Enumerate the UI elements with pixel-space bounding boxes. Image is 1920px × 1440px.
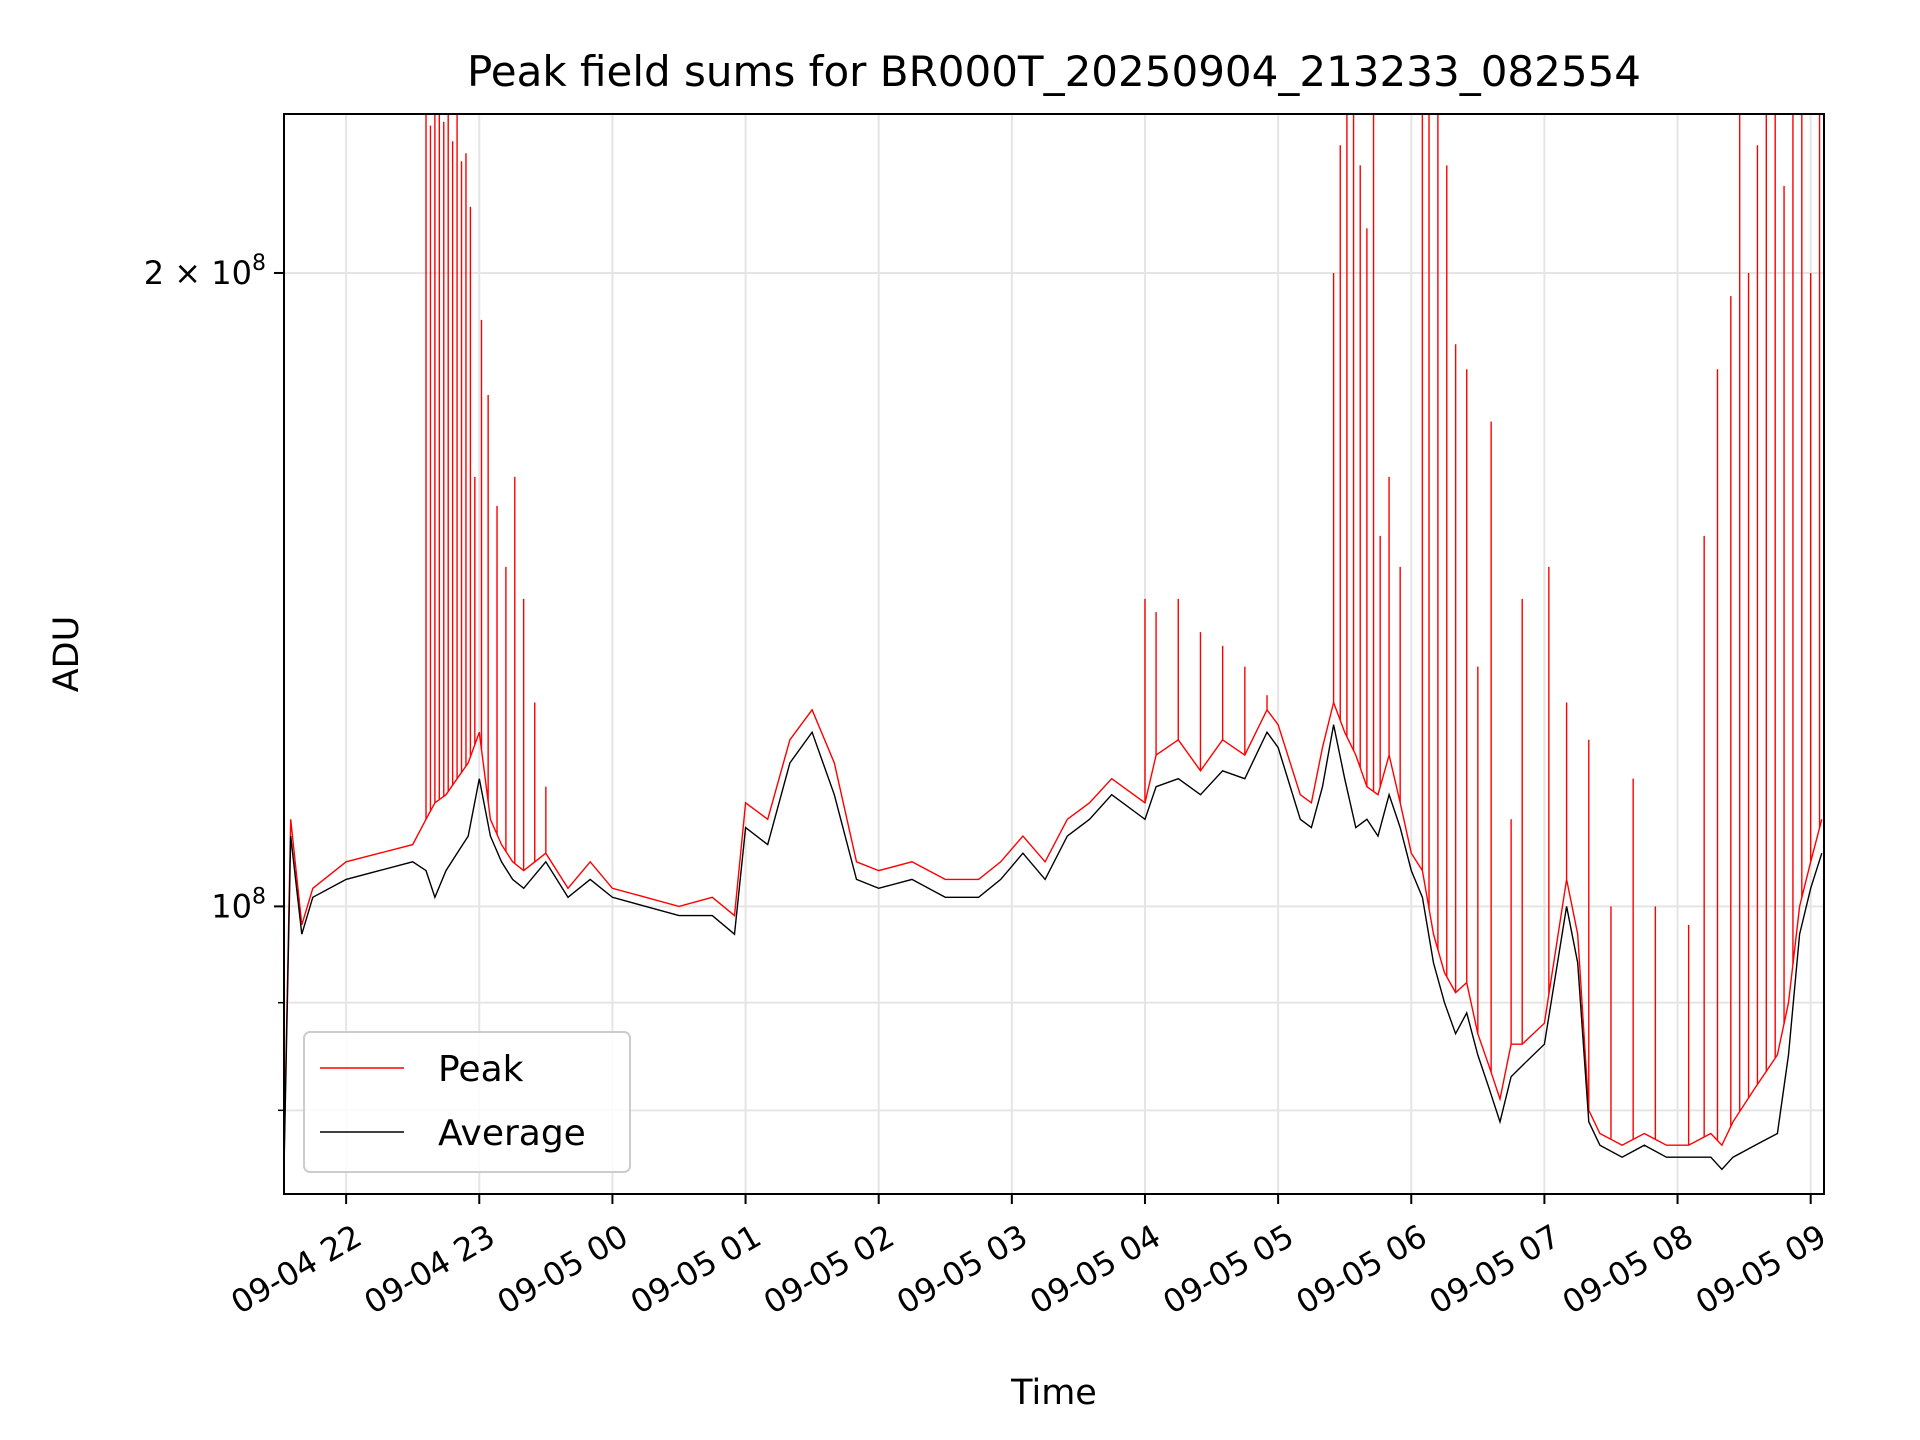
legend-label-peak: Peak (438, 1049, 524, 1090)
plot-frame (283, 113, 1825, 1195)
legend-box (303, 1031, 631, 1173)
series-line-peak (284, 700, 1823, 1158)
y-tick-label: 108 (211, 884, 266, 925)
y-axis-label: ADU (47, 616, 87, 693)
legend: Peak Average (303, 1031, 631, 1173)
series-line-average (284, 724, 1823, 1171)
x-axis-label: Time (1010, 1373, 1097, 1413)
y-axis-ticks: 108 2 × 108 (144, 251, 284, 1112)
peak-spikes (425, 114, 1821, 1146)
y-tick-label: 2 × 108 (144, 251, 266, 292)
plot-area (284, 114, 1823, 1171)
chart-title: Peak field sums for BR000T_20250904_2132… (467, 47, 1641, 96)
legend-label-average: Average (438, 1113, 586, 1154)
